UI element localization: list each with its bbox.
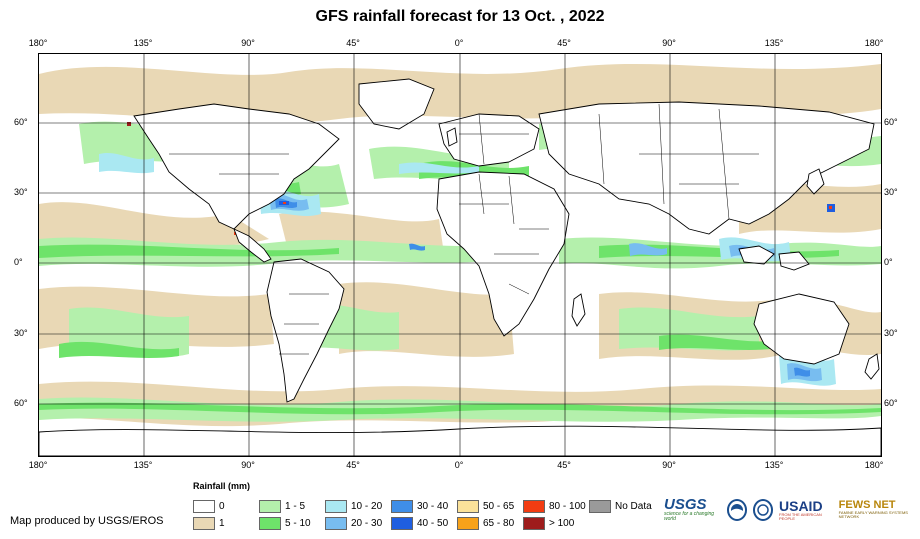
lon-tick-label: 90°	[241, 460, 255, 470]
usgs-logo: USGS science for a changing world	[664, 497, 721, 522]
fews-net-logo: FEWS NET FAMINE EARLY WARNING SYSTEMS NE…	[839, 500, 920, 519]
legend-item: 50 - 65	[457, 498, 523, 515]
usgs-logo-tagline: science for a changing world	[664, 511, 715, 522]
lon-tick-label: 135°	[133, 460, 153, 470]
legend-title: Rainfall (mm)	[193, 481, 251, 491]
rainfall-map	[38, 53, 882, 457]
legend-label: 40 - 50	[417, 518, 449, 529]
lat-tick-label: 30°	[14, 187, 28, 197]
legend-label: 50 - 65	[483, 501, 515, 512]
legend-swatch	[193, 500, 215, 513]
legend-item: 80 - 100	[523, 498, 589, 515]
seal-logo-icon	[752, 498, 773, 521]
legend-label: 65 - 80	[483, 518, 515, 529]
fews-net-logo-text: FEWS NET	[838, 499, 896, 511]
lon-tick-label: 180°	[28, 460, 48, 470]
legend-label: 30 - 40	[417, 501, 449, 512]
legend-item: 1	[193, 515, 259, 532]
legend-label: No Data	[615, 501, 652, 512]
legend: 0 1 1 - 5 5 - 10 10 - 20 20 - 30 30 - 40 40 - 5…	[193, 498, 655, 532]
lat-tick-label: 60°	[14, 398, 28, 408]
lon-tick-label: 0°	[454, 38, 464, 48]
map-title: GFS rainfall forecast for 13 Oct. , 2022	[315, 8, 605, 25]
legend-swatch	[193, 517, 215, 530]
lat-tick-label: 0°	[884, 257, 893, 267]
usgs-logo-text: USGS	[664, 496, 707, 513]
legend-label: 1 - 5	[285, 501, 306, 512]
lon-tick-label: 135°	[764, 38, 784, 48]
lon-tick-label: 90°	[662, 460, 676, 470]
legend-swatch	[523, 517, 545, 530]
legend-item: No Data	[589, 498, 655, 515]
legend-label: 1	[219, 518, 225, 529]
lat-tick-label: 60°	[884, 398, 898, 408]
legend-label: > 100	[549, 518, 575, 529]
lon-tick-label: 45°	[346, 38, 360, 48]
legend-item: 5 - 10	[259, 515, 325, 532]
fews-net-logo-tagline: FAMINE EARLY WARNING SYSTEMS NETWORK	[838, 510, 908, 519]
lon-tick-label: 45°	[557, 38, 571, 48]
legend-swatch	[391, 517, 413, 530]
lat-tick-label: 30°	[884, 328, 898, 338]
lat-tick-label: 30°	[884, 187, 898, 197]
legend-swatch	[259, 517, 281, 530]
legend-swatch	[325, 500, 347, 513]
lon-tick-label: 135°	[133, 38, 153, 48]
legend-item: > 100	[523, 515, 589, 532]
graticule	[39, 54, 881, 456]
legend-label: 5 - 10	[285, 518, 311, 529]
noaa-logo-icon	[726, 498, 747, 521]
lon-tick-label: 180°	[864, 38, 884, 48]
legend-label: 80 - 100	[549, 501, 586, 512]
country-borders	[169, 103, 759, 355]
lon-tick-label: 45°	[346, 460, 360, 470]
lon-tick-label: 135°	[764, 460, 784, 470]
legend-label: 10 - 20	[351, 501, 383, 512]
usaid-logo-tagline: FROM THE AMERICAN PEOPLE	[779, 511, 822, 521]
lon-tick-label: 180°	[28, 38, 48, 48]
lon-tick-label: 90°	[241, 38, 255, 48]
legend-swatch	[523, 500, 545, 513]
legend-item: 30 - 40	[391, 498, 457, 515]
legend-item: 65 - 80	[457, 515, 523, 532]
legend-item: 0	[193, 498, 259, 515]
lon-tick-label: 45°	[557, 460, 571, 470]
legend-label: 0	[219, 501, 225, 512]
usaid-logo-text: USAID	[779, 497, 823, 514]
legend-swatch	[259, 500, 281, 513]
legend-item: 1 - 5	[259, 498, 325, 515]
legend-swatch	[457, 500, 479, 513]
lat-tick-label: 60°	[14, 117, 28, 127]
legend-item: 20 - 30	[325, 515, 391, 532]
legend-label: 20 - 30	[351, 518, 383, 529]
legend-item: 10 - 20	[325, 498, 391, 515]
map-canvas	[39, 54, 881, 456]
legend-swatch	[457, 517, 479, 530]
legend-item: 40 - 50	[391, 515, 457, 532]
lat-tick-label: 30°	[14, 328, 28, 338]
legend-swatch	[589, 500, 611, 513]
lon-tick-label: 0°	[454, 460, 464, 470]
legend-swatch	[391, 500, 413, 513]
usaid-logo: USAID FROM THE AMERICAN PEOPLE	[779, 499, 833, 521]
legend-swatch	[325, 517, 347, 530]
logo-strip: USGS science for a changing world USAID …	[664, 497, 920, 522]
lon-tick-label: 180°	[864, 460, 884, 470]
lat-tick-label: 60°	[884, 117, 898, 127]
map-credit: Map produced by USGS/EROS	[10, 515, 164, 527]
lat-tick-label: 0°	[14, 257, 23, 267]
lon-tick-label: 90°	[662, 38, 676, 48]
